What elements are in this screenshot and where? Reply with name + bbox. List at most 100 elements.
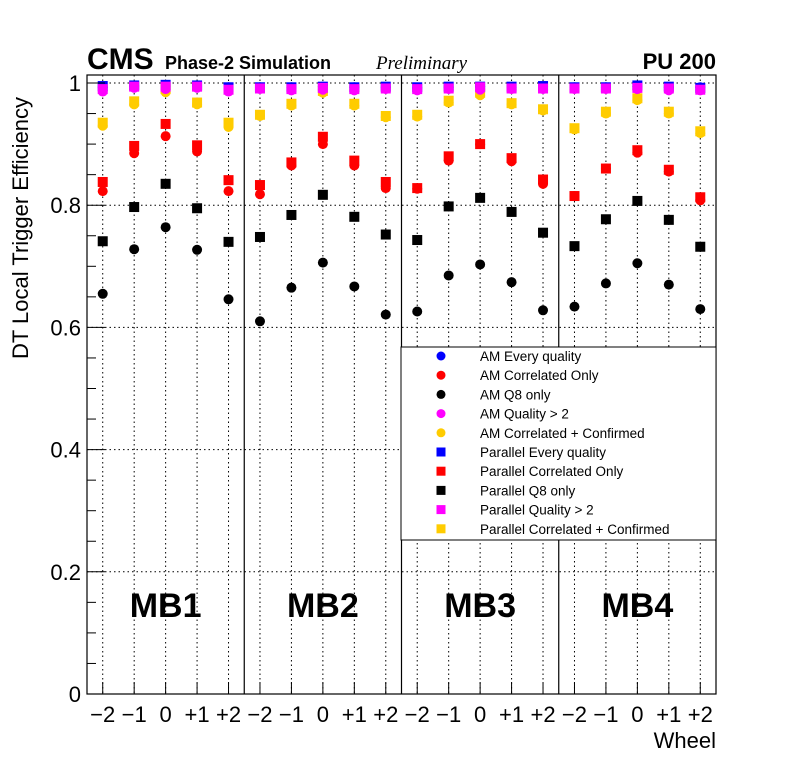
x-tick-label: +2 — [216, 702, 241, 727]
data-point-circle — [506, 277, 517, 288]
data-point-square — [443, 95, 454, 106]
data-point-circle — [412, 306, 423, 317]
legend-entry: AM Quality > 2 — [480, 407, 569, 422]
data-point-square — [506, 83, 517, 94]
y-tick-label: 0.8 — [50, 193, 81, 218]
x-tick-label: −2 — [90, 702, 115, 727]
legend-marker-square — [436, 466, 446, 476]
data-point-circle — [223, 294, 234, 305]
data-point-square — [443, 201, 454, 212]
data-point-square — [380, 176, 391, 187]
data-marks — [97, 79, 706, 327]
data-point-square — [412, 235, 423, 246]
data-point-circle — [160, 222, 171, 233]
data-point-square — [695, 84, 706, 95]
x-tick-label: +1 — [656, 702, 681, 727]
x-tick-label: −2 — [562, 702, 587, 727]
x-tick-label: 0 — [474, 702, 486, 727]
simulation-label: Phase-2 Simulation — [165, 53, 331, 73]
data-point-square — [223, 175, 234, 186]
x-tick-label: +2 — [688, 702, 713, 727]
data-point-circle — [97, 186, 108, 197]
preliminary-label: Preliminary — [375, 53, 468, 74]
data-point-square — [600, 83, 611, 94]
x-tick-label: −2 — [405, 702, 430, 727]
data-point-square — [569, 123, 580, 134]
data-point-square — [192, 203, 203, 214]
data-point-square — [538, 83, 549, 94]
x-tick-label: 0 — [317, 702, 329, 727]
data-point-square — [600, 163, 611, 174]
data-point-square — [412, 109, 423, 120]
legend-entry: Parallel Correlated + Confirmed — [480, 522, 669, 537]
data-point-circle — [600, 278, 611, 289]
legend-marker-circle — [436, 351, 446, 361]
y-axis: 0 0.2 0.4 0.6 0.8 1 — [50, 71, 105, 707]
data-point-square — [538, 174, 549, 185]
legend-entry: Parallel Quality > 2 — [480, 503, 594, 518]
legend-entry: AM Correlated Only — [480, 368, 599, 383]
data-point-square — [349, 98, 360, 109]
data-point-square — [160, 118, 171, 129]
data-point-square — [317, 82, 328, 93]
station-labels: MB1 MB2 MB3 MB4 — [130, 587, 674, 625]
data-point-circle — [475, 259, 486, 270]
data-point-square — [475, 139, 486, 150]
data-point-square — [349, 84, 360, 95]
data-point-circle — [443, 270, 454, 281]
x-tick-label: −1 — [593, 702, 618, 727]
data-point-square — [632, 145, 643, 156]
data-point-square — [695, 241, 706, 252]
data-point-circle — [695, 304, 706, 315]
data-point-square — [286, 209, 297, 220]
y-tick-label: 0 — [69, 682, 81, 707]
data-point-square — [663, 164, 674, 175]
cms-label: CMS — [87, 43, 154, 76]
legend-marker-circle — [436, 409, 446, 419]
data-point-square — [380, 229, 391, 240]
y-tick-label: 0.6 — [50, 315, 81, 340]
x-tick-label: +1 — [185, 702, 210, 727]
data-point-circle — [160, 131, 171, 142]
data-point-circle — [97, 288, 108, 299]
x-tick-label: 0 — [160, 702, 172, 727]
data-point-square — [317, 131, 328, 142]
data-point-circle — [254, 189, 265, 200]
data-point-square — [663, 106, 674, 117]
data-point-square — [380, 110, 391, 121]
data-point-square — [506, 98, 517, 109]
legend-entry: AM Every quality — [480, 349, 582, 364]
station-label: MB2 — [287, 587, 359, 625]
data-point-square — [192, 81, 203, 92]
data-point-square — [286, 157, 297, 168]
data-point-square — [538, 227, 549, 238]
y-tick-label: 1 — [69, 71, 81, 96]
data-point-square — [286, 84, 297, 95]
legend-box — [400, 346, 717, 541]
legend-entry: AM Q8 only — [480, 387, 551, 402]
data-point-square — [97, 84, 108, 95]
data-point-square — [506, 206, 517, 217]
legend-marker-square — [436, 485, 446, 495]
x-tick-label: +2 — [530, 702, 555, 727]
legend-marker-circle — [436, 370, 446, 380]
legend-entry: AM Correlated + Confirmed — [480, 426, 645, 441]
data-point-square — [569, 191, 580, 202]
data-point-square — [223, 236, 234, 247]
x-tick-label: +2 — [373, 702, 398, 727]
data-point-square — [254, 109, 265, 120]
y-axis-title: DT Local Trigger Efficiency — [8, 97, 33, 359]
legend-entry: Parallel Every quality — [480, 445, 606, 460]
data-point-square — [475, 82, 486, 93]
legend-marker-square — [436, 447, 446, 457]
legend-entry: Parallel Correlated Only — [480, 464, 624, 479]
data-point-square — [443, 83, 454, 94]
data-point-circle — [569, 301, 580, 312]
data-point-square — [569, 241, 580, 252]
data-point-square — [254, 231, 265, 242]
legend-marker-square — [436, 505, 446, 515]
y-tick-label: 0.2 — [50, 560, 81, 585]
data-point-square — [569, 83, 580, 94]
legend-marker-circle — [436, 428, 446, 438]
